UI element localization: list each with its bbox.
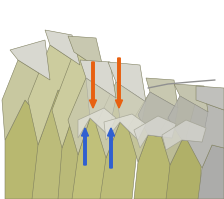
Polygon shape	[10, 40, 50, 80]
Polygon shape	[96, 82, 146, 158]
Polygon shape	[196, 86, 224, 110]
Polygon shape	[104, 114, 146, 140]
Polygon shape	[86, 78, 116, 135]
Polygon shape	[72, 118, 108, 199]
Polygon shape	[198, 145, 224, 199]
FancyArrow shape	[90, 62, 97, 108]
Polygon shape	[186, 100, 224, 168]
FancyArrow shape	[116, 58, 123, 108]
Polygon shape	[162, 120, 206, 150]
Polygon shape	[174, 84, 208, 112]
Polygon shape	[160, 96, 208, 165]
Polygon shape	[134, 135, 172, 199]
Polygon shape	[78, 108, 116, 138]
Polygon shape	[128, 92, 178, 162]
Polygon shape	[28, 45, 80, 145]
Polygon shape	[58, 95, 98, 199]
Polygon shape	[134, 116, 176, 148]
Polygon shape	[32, 90, 75, 199]
Polygon shape	[116, 82, 146, 140]
FancyArrow shape	[108, 128, 114, 168]
Polygon shape	[68, 78, 116, 155]
FancyArrow shape	[82, 128, 88, 165]
Polygon shape	[146, 78, 178, 108]
Polygon shape	[2, 60, 50, 140]
Polygon shape	[68, 36, 104, 72]
Polygon shape	[100, 122, 138, 199]
Polygon shape	[80, 60, 116, 98]
Polygon shape	[138, 92, 178, 138]
Polygon shape	[52, 52, 104, 148]
Polygon shape	[5, 100, 42, 199]
Polygon shape	[45, 30, 80, 65]
Polygon shape	[108, 62, 146, 102]
Polygon shape	[166, 140, 202, 199]
Polygon shape	[168, 96, 208, 142]
